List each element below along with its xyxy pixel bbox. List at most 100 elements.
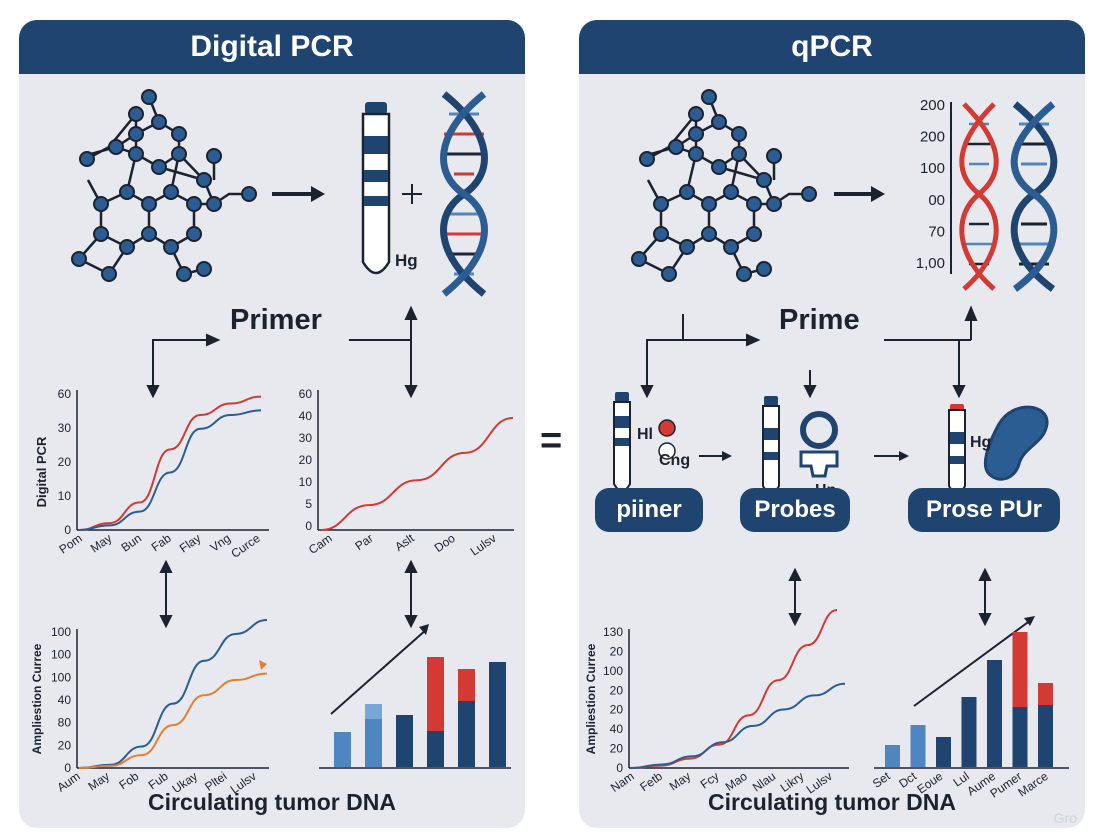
y-tick-label: 20 [610, 683, 624, 697]
bar [910, 725, 926, 767]
watermark: Gro [1053, 810, 1077, 826]
qpcr-panel: qPCR [579, 20, 1085, 828]
y-tick-label: 20 [610, 644, 624, 658]
y-tick-label: 100 [920, 160, 945, 177]
flow-arrow [699, 451, 732, 461]
y-tick-label: 200 [920, 97, 945, 114]
x-tick-label: Lulsv [468, 531, 499, 559]
x-tick-label: Cam [306, 531, 335, 557]
y-tick-label: 60 [299, 387, 313, 401]
bar [396, 715, 413, 767]
y-tick-label: 40 [610, 722, 624, 736]
bar [936, 737, 951, 767]
equals-sign: = [540, 420, 563, 462]
red-probe-dot [658, 419, 676, 437]
dna-helix-icon [1010, 101, 1058, 292]
bar-segment [458, 669, 475, 701]
y-tick-label: 200 [920, 129, 945, 146]
panel-footer: Circulating tumor DNA [148, 789, 396, 815]
y-tick-label: 40 [58, 693, 72, 707]
y-tick-label: 80 [58, 716, 72, 730]
bar [1012, 707, 1028, 767]
linear-chart: 60 40 30 20 10 5 0 Cam Par Aslt Doo Lulsv [299, 387, 514, 559]
flow-connectors [640, 305, 992, 627]
y-tick-label: 30 [299, 431, 313, 445]
flow-label: Primer [230, 304, 322, 336]
flow-arrow [272, 186, 325, 202]
x-tick-label: Bun [119, 531, 145, 555]
bar-segment [365, 704, 382, 719]
y-tick-label: 30 [58, 421, 72, 435]
dna-helix-icon [959, 102, 999, 291]
tube-label: Cng [659, 452, 691, 469]
primer-pill: piiner [595, 488, 703, 532]
tube-label: Hg [395, 251, 418, 270]
bar-segment [1012, 632, 1028, 707]
y-tick-label: 100 [51, 670, 71, 684]
x-tick-label: Aslt [392, 531, 417, 554]
y-tick-label: 00 [928, 192, 945, 209]
panel-footer: Circulating tumor DNA [708, 789, 956, 815]
flow-arrow [834, 186, 885, 202]
prose-pur-pill: Prose PUr [908, 488, 1060, 532]
bar [427, 731, 444, 767]
y-tick-label: 130 [603, 625, 623, 639]
flow-label: Prime [779, 304, 860, 336]
test-tube-icon [762, 396, 780, 494]
tube-label: Hl [637, 426, 653, 443]
bar-segment [427, 657, 444, 731]
tube-label: Hg [970, 434, 992, 451]
y-tick-label: 20 [610, 742, 624, 756]
y-tick-label: 20 [299, 453, 313, 467]
series-line [78, 395, 262, 531]
y-tick-label: 0 [64, 761, 71, 775]
bar [961, 697, 977, 767]
series-line [320, 417, 514, 531]
series-line [630, 682, 846, 769]
test-tube-icon [613, 392, 631, 492]
probes-pill: Probes [740, 488, 850, 532]
plus-icon [402, 184, 422, 204]
y-tick-label: 20 [58, 738, 72, 752]
y-tick-label: 1,00 [916, 255, 945, 272]
series-line [630, 609, 838, 769]
y-tick-label: 10 [58, 489, 72, 503]
molecule-atoms [631, 89, 817, 282]
y-tick-label: 20 [58, 455, 72, 469]
y-tick-label: 100 [51, 625, 71, 639]
bar [365, 719, 382, 767]
digital-pcr-panel: Digital PCR [19, 20, 525, 828]
flow-arrow [874, 451, 909, 461]
bar-segment [1038, 683, 1053, 705]
x-tick-label: Doo [432, 531, 458, 555]
series-line [78, 409, 262, 531]
x-tick-label: May [88, 531, 115, 555]
y-tick-label: 100 [51, 648, 71, 662]
chart-y-label: Ampliestion Curree [30, 643, 44, 754]
bar [334, 732, 351, 767]
test-tube-icon [948, 404, 966, 494]
y-tick-label: 5 [305, 497, 312, 511]
probe-ring-icon [799, 411, 839, 478]
y-tick-label: 70 [928, 223, 945, 240]
y-tick-label: 100 [603, 664, 623, 678]
y-tick-label: 0 [616, 761, 623, 775]
x-tick-label: Curce [228, 531, 263, 561]
bar [987, 660, 1002, 767]
bar [458, 701, 475, 767]
y-tick-label: 20 [610, 703, 624, 717]
flow-connectors [146, 305, 418, 629]
x-tick-label: Flay [177, 531, 204, 555]
panel-title: qPCR [579, 20, 1085, 74]
x-tick-label: Set [870, 769, 893, 791]
y-tick-label: 60 [58, 387, 72, 401]
bar [885, 745, 900, 767]
chart-y-label: Digital PCR [34, 436, 49, 507]
x-tick-label: Fab [149, 531, 174, 555]
test-tube-icon [361, 102, 391, 275]
